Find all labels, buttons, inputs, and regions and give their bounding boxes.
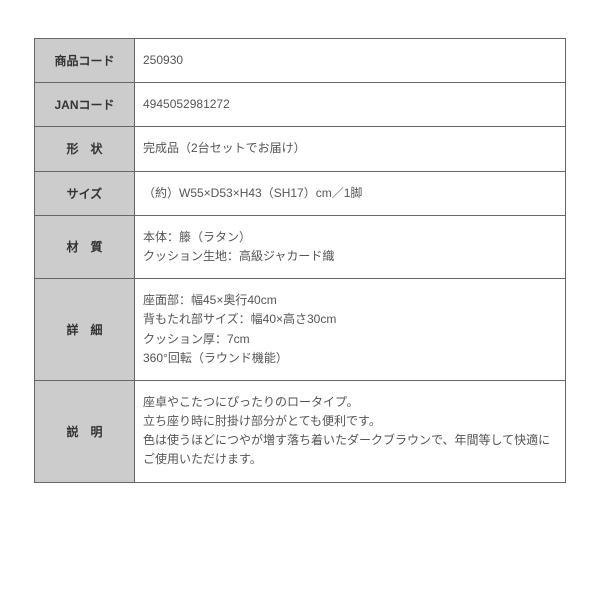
spec-table: 商品コード250930JANコード4945052981272形 状完成品（2台セ… <box>34 38 566 483</box>
table-row: JANコード4945052981272 <box>35 83 566 127</box>
table-row: 形 状完成品（2台セットでお届け） <box>35 127 566 171</box>
row-label: サイズ <box>35 171 135 215</box>
row-value: 250930 <box>135 39 566 83</box>
row-label: 材 質 <box>35 215 135 278</box>
table-row: 詳 細座面部：幅45×奥行40cm背もたれ部サイズ：幅40×高さ30cmクッショ… <box>35 279 566 381</box>
row-value: （約）W55×D53×H43（SH17）cm／1脚 <box>135 171 566 215</box>
row-label: JANコード <box>35 83 135 127</box>
row-value: 座卓やこたつにぴったりのロータイプ。立ち座り時に肘掛け部分がとても便利です。色は… <box>135 380 566 482</box>
row-value: 本体：籐（ラタン）クッション生地：高級ジャカード織 <box>135 215 566 278</box>
row-label: 形 状 <box>35 127 135 171</box>
row-label: 説 明 <box>35 380 135 482</box>
row-value: 完成品（2台セットでお届け） <box>135 127 566 171</box>
table-row: 商品コード250930 <box>35 39 566 83</box>
table-row: 説 明座卓やこたつにぴったりのロータイプ。立ち座り時に肘掛け部分がとても便利です… <box>35 380 566 482</box>
table-row: サイズ（約）W55×D53×H43（SH17）cm／1脚 <box>35 171 566 215</box>
spec-table-body: 商品コード250930JANコード4945052981272形 状完成品（2台セ… <box>35 39 566 483</box>
row-value: 4945052981272 <box>135 83 566 127</box>
table-row: 材 質本体：籐（ラタン）クッション生地：高級ジャカード織 <box>35 215 566 278</box>
row-label: 詳 細 <box>35 279 135 381</box>
row-value: 座面部：幅45×奥行40cm背もたれ部サイズ：幅40×高さ30cmクッション厚：… <box>135 279 566 381</box>
row-label: 商品コード <box>35 39 135 83</box>
